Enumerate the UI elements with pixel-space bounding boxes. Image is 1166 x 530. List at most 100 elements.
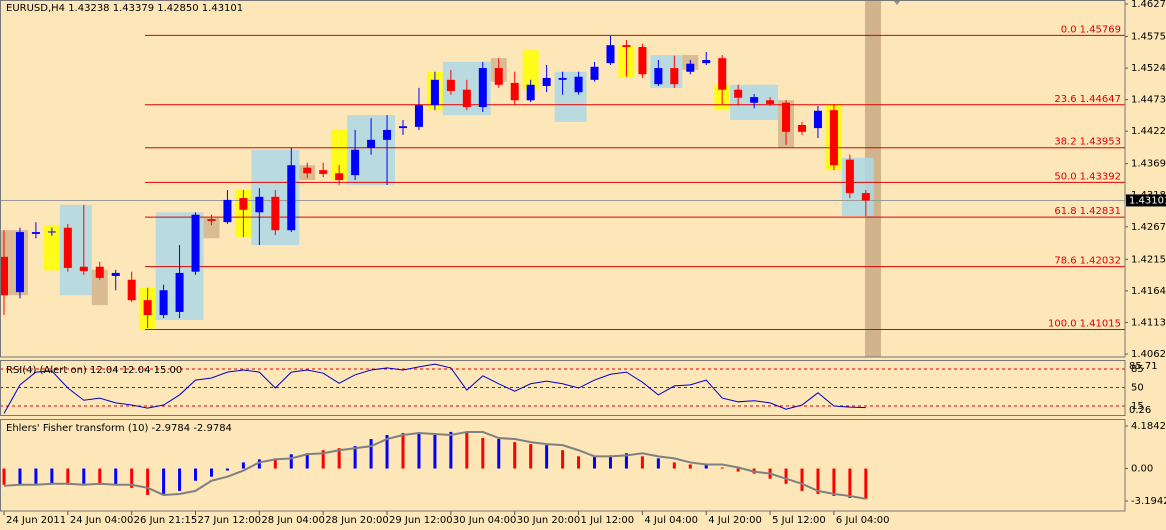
candle-body xyxy=(590,66,599,80)
candle-body xyxy=(686,63,695,72)
candle-body xyxy=(47,231,56,233)
fib-label: 0.0 1.45769 xyxy=(1061,24,1121,35)
fisher-bar xyxy=(513,442,517,469)
y-tick-label: 1.42150 xyxy=(1131,254,1166,265)
candle-body xyxy=(207,219,216,221)
fisher-bar xyxy=(82,468,86,484)
fisher-bar xyxy=(50,468,54,484)
candle-body xyxy=(0,256,8,296)
fisher-bar xyxy=(624,453,628,469)
fisher-bar xyxy=(529,444,533,469)
fisher-bar xyxy=(178,468,182,491)
x-tick-label: 28 Jun 04:00 xyxy=(261,515,325,526)
candle-body xyxy=(494,68,503,85)
candle-body xyxy=(319,170,328,174)
candle-body xyxy=(143,300,152,316)
candle-body xyxy=(367,139,376,148)
zone-box xyxy=(43,225,60,271)
fisher-bar xyxy=(225,468,229,471)
fib-label: 50.0 1.43392 xyxy=(1054,171,1121,182)
candle-body xyxy=(813,110,822,129)
fib-price: 1.45769 xyxy=(1080,24,1121,35)
candle-body xyxy=(95,266,104,278)
candle-body xyxy=(622,45,631,48)
fisher-bar xyxy=(289,454,293,469)
candle-body xyxy=(574,76,583,93)
fib-label: 23.6 1.44647 xyxy=(1054,94,1121,105)
candle-body xyxy=(175,272,184,312)
fisher-panel-border xyxy=(0,419,1126,512)
fisher-bar xyxy=(545,445,549,469)
fisher-bar xyxy=(688,464,692,469)
fisher-bar xyxy=(465,431,469,469)
fisher-bar xyxy=(353,446,357,469)
fisher-bar xyxy=(561,450,565,469)
fisher-bar xyxy=(321,450,325,469)
fisher-bar xyxy=(34,468,38,484)
y-tick-label: 0.00 xyxy=(1131,464,1153,475)
shift-marker xyxy=(893,0,901,5)
y-tick-label: 1.42675 xyxy=(1131,222,1166,233)
fib-price: 1.42831 xyxy=(1080,206,1121,217)
candle-body xyxy=(750,97,759,103)
fisher-bar xyxy=(98,468,102,485)
fib-level: 0.0 xyxy=(1061,24,1077,35)
candle-body xyxy=(542,77,551,87)
fisher-bar xyxy=(433,434,437,469)
candle-body xyxy=(335,173,344,181)
zone-box xyxy=(522,50,539,90)
fib-level: 23.6 xyxy=(1054,94,1076,105)
candle-body xyxy=(383,129,392,140)
fib-label: 38.2 1.43953 xyxy=(1054,137,1121,148)
candle-body xyxy=(798,124,806,132)
fib-price: 1.41015 xyxy=(1080,319,1121,330)
candle-body xyxy=(79,266,88,272)
y-tick-label: 1.46275 xyxy=(1131,0,1166,10)
x-tick-label: 4 Jul 04:00 xyxy=(644,515,698,526)
x-tick-label: 27 Jun 12:00 xyxy=(198,515,262,526)
x-tick-label: 6 Jul 04:00 xyxy=(836,515,890,526)
y-tick-label: 1.45240 xyxy=(1131,63,1166,74)
fisher-bar xyxy=(449,431,453,469)
fisher-bar xyxy=(593,456,597,469)
fisher-bar xyxy=(800,468,804,491)
candle-body xyxy=(734,89,743,98)
fisher-bar xyxy=(864,468,868,499)
fisher-bar xyxy=(385,434,389,469)
candle-body xyxy=(462,89,471,108)
fisher-bar xyxy=(640,456,644,469)
fisher-bar xyxy=(162,468,166,494)
fisher-bar xyxy=(66,468,70,485)
candle-body xyxy=(606,45,615,64)
fib-level: 38.2 xyxy=(1054,137,1076,148)
fisher-title: Ehlers' Fisher transform (10) -2.9784 -2… xyxy=(6,423,232,434)
fib-level: 61.8 xyxy=(1054,206,1076,217)
fisher-bar xyxy=(18,468,22,485)
candle-body xyxy=(414,105,423,127)
fisher-bar xyxy=(241,462,245,469)
candle-body xyxy=(287,165,296,231)
y-tick-label: 4.1842 xyxy=(1131,421,1166,432)
y-tick-label: 1.43695 xyxy=(1131,159,1166,170)
candle-body xyxy=(670,68,679,85)
x-tick-label: 4 Jul 20:00 xyxy=(708,515,762,526)
candle-body xyxy=(638,47,647,75)
y-tick-label: 1.45750 xyxy=(1131,31,1166,42)
candle-body xyxy=(558,77,567,80)
fisher-bar xyxy=(832,468,836,496)
fisher-bar xyxy=(481,438,485,469)
y-tick-label: 1.41640 xyxy=(1131,286,1166,297)
zone-box xyxy=(331,129,348,181)
x-tick-label: 5 Jul 12:00 xyxy=(772,515,826,526)
x-tick-label: 26 Jun 21:15 xyxy=(134,515,198,526)
x-tick-label: 24 Jun 2011 xyxy=(6,515,66,526)
candle-body xyxy=(478,68,487,108)
fisher-bar xyxy=(656,458,660,469)
scale-max-label: 85.71 xyxy=(1129,361,1158,372)
x-tick-label: 29 Jun 12:00 xyxy=(389,515,453,526)
fisher-bar xyxy=(273,458,277,469)
candle-body xyxy=(782,102,791,132)
fisher-bar xyxy=(130,468,134,488)
y-tick-label: -3.1942 xyxy=(1131,496,1166,507)
